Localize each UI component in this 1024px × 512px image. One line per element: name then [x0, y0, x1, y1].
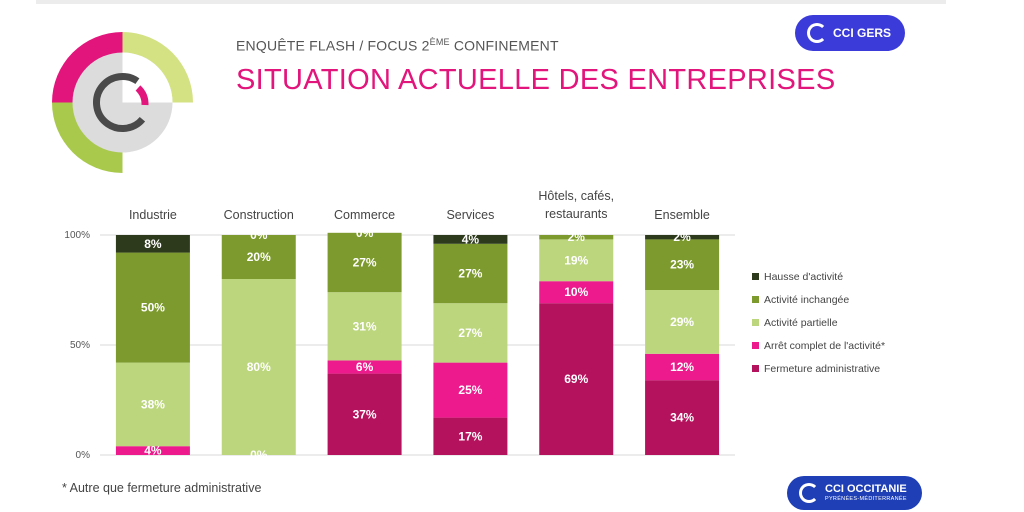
data-label: 20%: [247, 250, 271, 264]
bar-segment: [539, 235, 614, 240]
category-label: Commerce: [334, 208, 395, 222]
data-label: 38%: [141, 397, 165, 411]
data-label: 10%: [564, 285, 588, 299]
cci-mark-icon: [807, 23, 827, 43]
bar-segment: [115, 252, 190, 363]
bar-segment: [327, 292, 402, 361]
bar-segment: [645, 235, 720, 240]
data-label: 4%: [462, 232, 480, 246]
category-label: Services: [446, 208, 494, 222]
data-label: 6%: [356, 360, 374, 374]
bar-segment: [327, 360, 402, 374]
bar-segment: [115, 235, 190, 253]
data-label: 50%: [141, 301, 165, 315]
bar-segment: [645, 239, 720, 290]
legend-label: Activité inchangée: [764, 294, 849, 306]
data-label: 27%: [458, 326, 482, 340]
bar-segment: [115, 362, 190, 447]
bar-segment: [539, 239, 614, 282]
bar-segment: [645, 290, 720, 354]
bar-segment: [433, 417, 508, 455]
data-label: 12%: [670, 360, 694, 374]
bar-segment: [645, 380, 720, 455]
page-title: SITUATION ACTUELLE DES ENTREPRISES: [236, 64, 836, 96]
category-label: restaurants: [545, 207, 608, 221]
data-label: 0%: [250, 448, 268, 462]
legend-swatch: [752, 273, 759, 280]
data-label: 29%: [670, 315, 694, 329]
bar-segment: [433, 303, 508, 363]
bar-segment: [539, 281, 614, 304]
legend-swatch: [752, 319, 759, 326]
legend-label: Arrêt complet de l'activité*: [764, 340, 885, 352]
page-subtitle: ENQUÊTE FLASH / FOCUS 2ÈME CONFINEMENT: [236, 37, 559, 54]
category-label: Construction: [224, 208, 294, 222]
cci-circle-logo: [52, 32, 193, 173]
legend-swatch: [752, 296, 759, 303]
legend-label: Hausse d'activité: [764, 271, 843, 283]
data-label: 0%: [250, 228, 268, 242]
footnote: * Autre que fermeture administrative: [62, 481, 262, 495]
data-label: 31%: [353, 319, 377, 333]
data-label: 4%: [144, 444, 162, 458]
legend-swatch: [752, 342, 759, 349]
data-label: 27%: [353, 256, 377, 270]
data-label: 2%: [568, 230, 586, 244]
category-label: Industrie: [129, 208, 177, 222]
cci-occitanie-logo: CCI OCCITANIE PYRÉNÉES-MÉDITERRANÉE: [787, 476, 922, 510]
data-label: 80%: [247, 360, 271, 374]
legend-swatch: [752, 365, 759, 372]
top-rule: [36, 0, 946, 4]
y-tick-label: 0%: [76, 450, 91, 461]
data-label: 0%: [356, 226, 374, 240]
legend-label: Activité partielle: [764, 317, 838, 329]
bar-segment: [327, 232, 402, 293]
bar-segment: [327, 373, 402, 455]
bar-segment: [645, 353, 720, 381]
cci-mark-icon: [799, 483, 819, 503]
data-label: 69%: [564, 372, 588, 386]
category-label: Ensemble: [654, 208, 710, 222]
data-label: 19%: [564, 253, 588, 267]
data-label: 2%: [673, 230, 691, 244]
y-tick-label: 50%: [70, 340, 90, 351]
data-label: 34%: [670, 411, 694, 425]
data-label: 27%: [458, 267, 482, 281]
cci-gers-logo: CCI GERS: [795, 15, 905, 51]
bar-segment: [433, 235, 508, 244]
data-label: 8%: [144, 237, 162, 251]
category-label: Hôtels, cafés,: [538, 189, 614, 203]
data-label: 23%: [670, 258, 694, 272]
data-label: 37%: [353, 407, 377, 421]
data-label: 25%: [458, 383, 482, 397]
bar-segment: [115, 446, 190, 455]
bar-segment: [433, 362, 508, 418]
data-label: 17%: [458, 429, 482, 443]
bar-segment: [539, 303, 614, 455]
y-tick-label: 100%: [64, 230, 90, 241]
bar-segment: [433, 243, 508, 304]
legend-label: Fermeture administrative: [764, 363, 880, 375]
bar-segment: [221, 235, 296, 279]
bar-segment: [221, 279, 296, 455]
